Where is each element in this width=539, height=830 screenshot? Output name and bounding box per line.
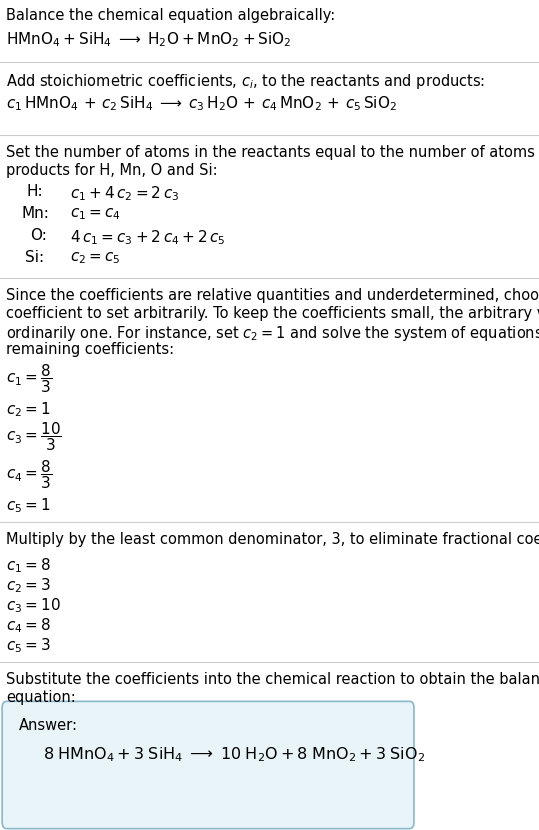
Text: $\mathregular{HMnO_4 + SiH_4}$$\;\longrightarrow\;$$\mathregular{H_2O + MnO_2 + : $\mathregular{HMnO_4 + SiH_4}$$\;\longri… [6,30,292,49]
Text: Substitute the coefficients into the chemical reaction to obtain the balanced: Substitute the coefficients into the che… [6,672,539,687]
Text: $c_1$$\,\mathregular{HMnO_4}$$\,+\,c_2\,$$\mathregular{SiH_4}$$\;\longrightarrow: $c_1$$\,\mathregular{HMnO_4}$$\,+\,c_2\,… [6,94,397,113]
Text: O:: O: [30,228,46,243]
Text: $c_1 = 8$: $c_1 = 8$ [6,556,51,574]
Text: $c_1 = \dfrac{8}{3}$: $c_1 = \dfrac{8}{3}$ [6,362,52,395]
Text: $c_3 = 10$: $c_3 = 10$ [6,596,61,615]
Text: $c_2 = 3$: $c_2 = 3$ [6,576,51,595]
Text: ordinarily one. For instance, set $c_2 = 1$ and solve the system of equations fo: ordinarily one. For instance, set $c_2 =… [6,324,539,343]
Text: Balance the chemical equation algebraically:: Balance the chemical equation algebraica… [6,8,336,23]
Text: $c_1 + 4\,c_2 = 2\,c_3$: $c_1 + 4\,c_2 = 2\,c_3$ [70,184,179,203]
Text: Si:: Si: [25,250,44,265]
Text: $c_4 = \dfrac{8}{3}$: $c_4 = \dfrac{8}{3}$ [6,458,52,491]
Text: Multiply by the least common denominator, 3, to eliminate fractional coefficient: Multiply by the least common denominator… [6,532,539,547]
Text: $c_2 = c_5$: $c_2 = c_5$ [70,250,121,266]
Text: coefficient to set arbitrarily. To keep the coefficients small, the arbitrary va: coefficient to set arbitrarily. To keep … [6,306,539,321]
FancyBboxPatch shape [2,701,414,828]
Text: H:: H: [27,184,44,199]
Text: $c_2 = 1$: $c_2 = 1$ [6,400,51,418]
Text: Answer:: Answer: [19,718,78,733]
Text: $\mathregular{8\;HMnO_4 + 3\;SiH_4}$$\;\longrightarrow\;$$\mathregular{10\;H_2O : $\mathregular{8\;HMnO_4 + 3\;SiH_4}$$\;\… [43,745,425,764]
Text: $4\,c_1 = c_3 + 2\,c_4 + 2\,c_5$: $4\,c_1 = c_3 + 2\,c_4 + 2\,c_5$ [70,228,226,247]
Text: Mn:: Mn: [22,206,50,221]
Text: $c_4 = 8$: $c_4 = 8$ [6,616,51,635]
Text: Since the coefficients are relative quantities and underdetermined, choose a: Since the coefficients are relative quan… [6,288,539,303]
Text: $c_5 = 3$: $c_5 = 3$ [6,636,51,655]
Text: $c_3 = \dfrac{10}{3}$: $c_3 = \dfrac{10}{3}$ [6,420,62,453]
Text: $c_5 = 1$: $c_5 = 1$ [6,496,51,515]
Text: remaining coefficients:: remaining coefficients: [6,342,175,357]
Text: equation:: equation: [6,690,76,705]
Text: Add stoichiometric coefficients, $c_i$, to the reactants and products:: Add stoichiometric coefficients, $c_i$, … [6,72,486,91]
Text: Set the number of atoms in the reactants equal to the number of atoms in the: Set the number of atoms in the reactants… [6,145,539,160]
Text: $c_1 = c_4$: $c_1 = c_4$ [70,206,121,222]
Text: products for H, Mn, O and Si:: products for H, Mn, O and Si: [6,163,218,178]
